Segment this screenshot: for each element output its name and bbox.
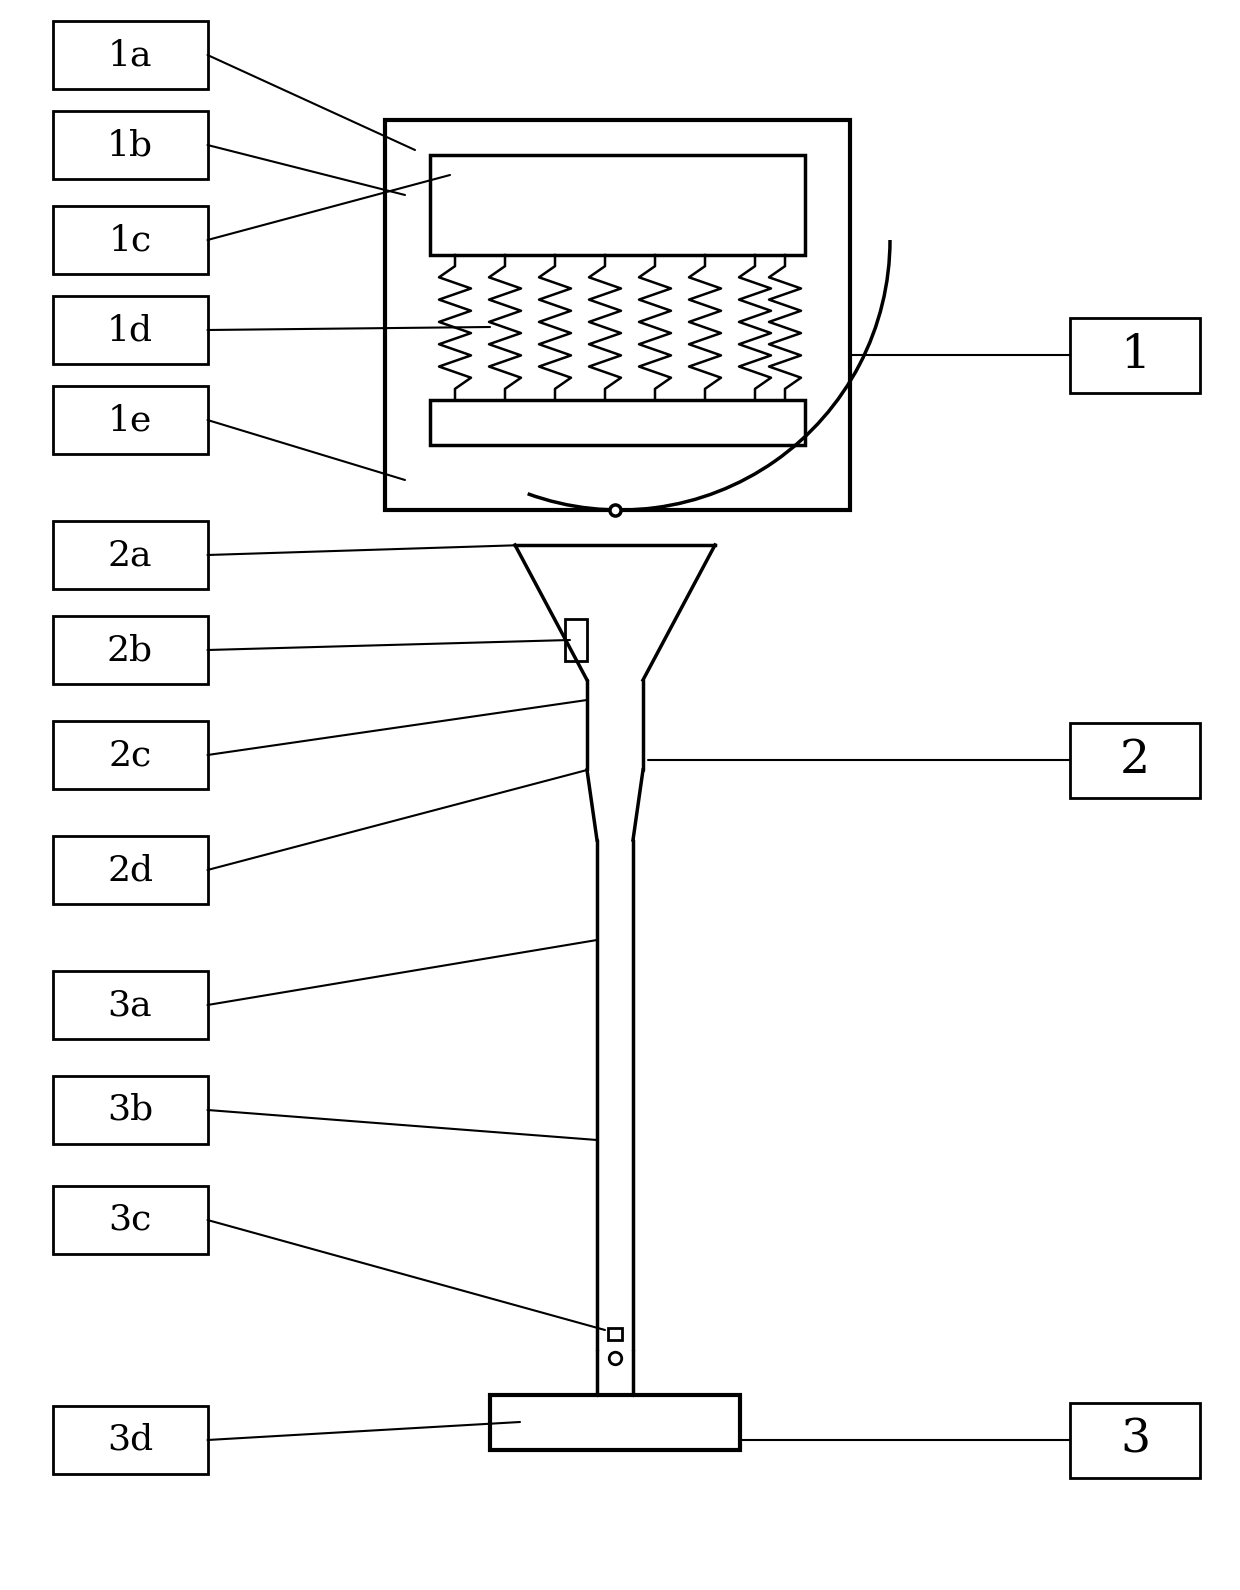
Bar <box>490 1394 740 1450</box>
Bar <box>52 207 207 273</box>
Text: 2a: 2a <box>108 537 153 572</box>
Text: 2b: 2b <box>107 633 153 666</box>
Bar <box>52 1406 207 1474</box>
Bar <box>52 296 207 364</box>
Text: 3b: 3b <box>107 1092 153 1127</box>
Text: 1a: 1a <box>108 38 153 72</box>
Text: 1: 1 <box>1120 332 1149 378</box>
Text: 3: 3 <box>1120 1417 1149 1463</box>
Bar <box>52 522 207 588</box>
Bar <box>1070 722 1200 798</box>
Bar <box>52 1186 207 1255</box>
Bar <box>52 386 207 455</box>
Text: 1c: 1c <box>108 223 151 258</box>
Text: 2d: 2d <box>107 852 153 887</box>
Text: 1b: 1b <box>107 129 153 162</box>
Bar <box>430 401 805 445</box>
Bar <box>565 619 587 661</box>
Bar <box>1070 1402 1200 1477</box>
Text: 3d: 3d <box>107 1423 153 1456</box>
Bar <box>52 21 207 89</box>
Bar <box>52 1076 207 1143</box>
Text: 1e: 1e <box>108 402 153 437</box>
Bar <box>52 836 207 905</box>
Text: 3c: 3c <box>108 1204 151 1237</box>
Bar <box>52 111 207 180</box>
Bar <box>52 971 207 1038</box>
Text: 3a: 3a <box>108 987 153 1022</box>
Bar <box>608 1328 622 1340</box>
Bar <box>52 720 207 789</box>
Text: 2: 2 <box>1120 738 1149 782</box>
Bar <box>384 119 849 510</box>
Bar <box>430 154 805 254</box>
Bar <box>1070 318 1200 393</box>
Bar <box>52 615 207 684</box>
Text: 1d: 1d <box>107 313 153 347</box>
Text: 2c: 2c <box>108 738 151 773</box>
